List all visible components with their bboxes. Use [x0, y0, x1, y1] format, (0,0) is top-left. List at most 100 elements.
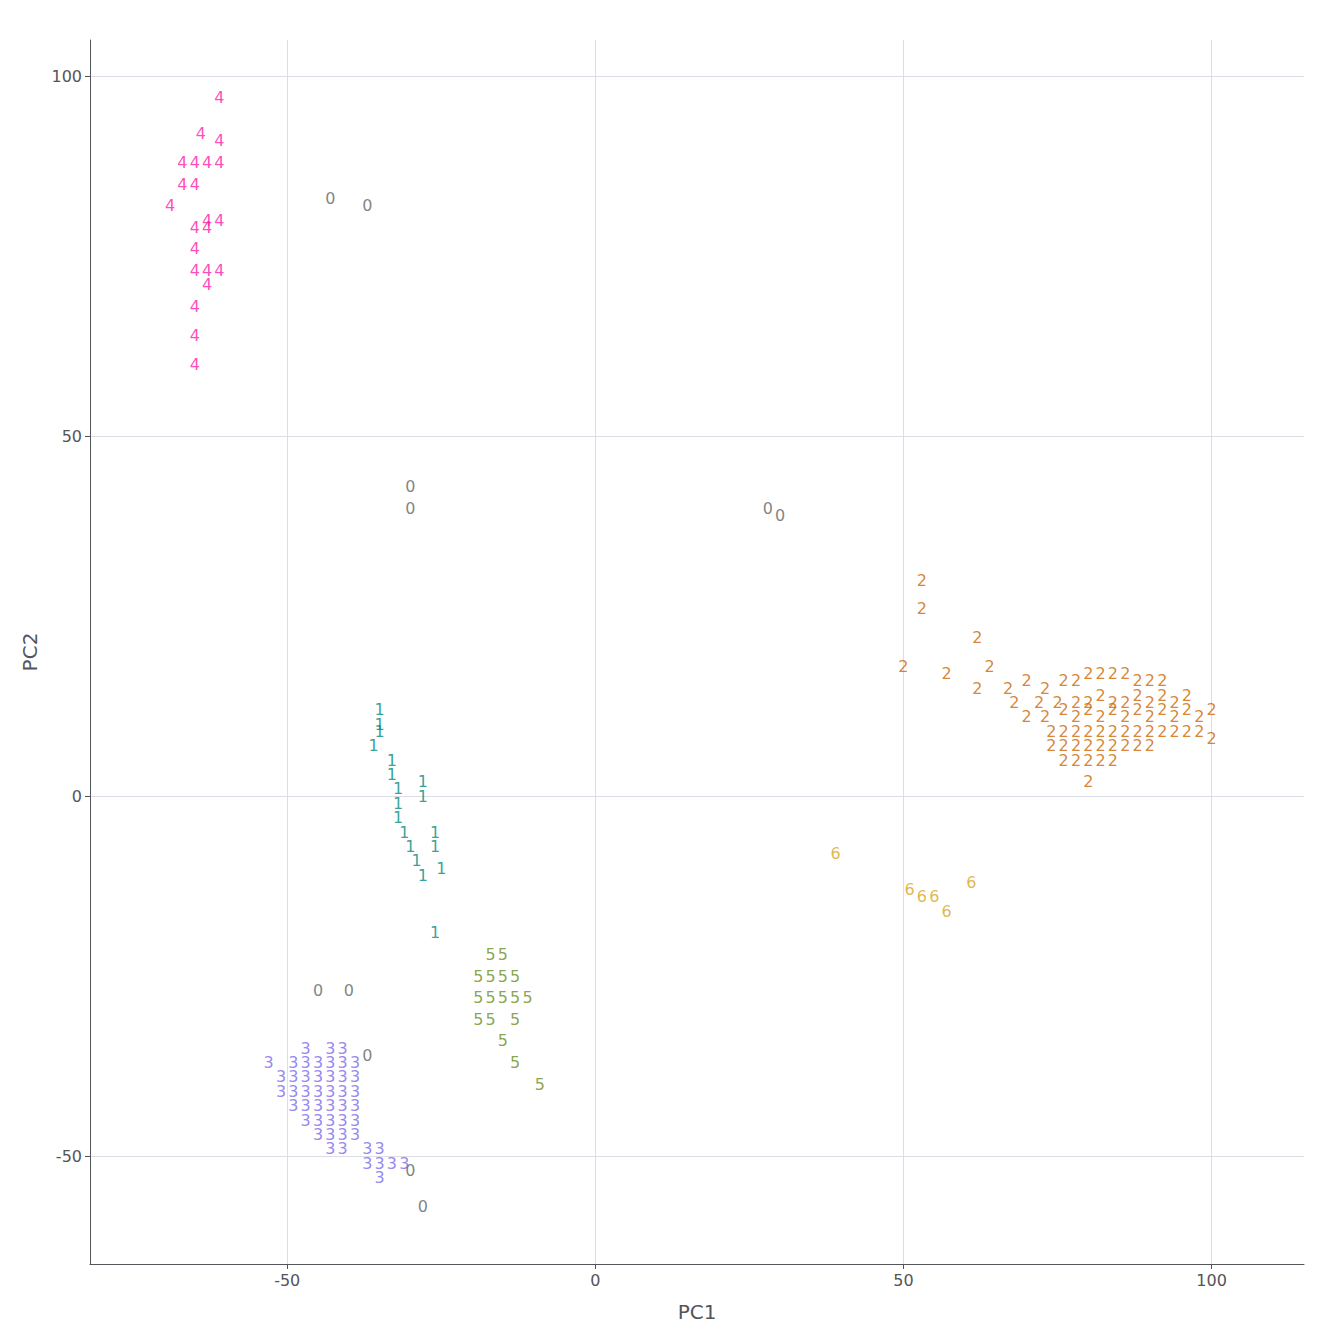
svg-text:2: 2 [1182, 722, 1192, 741]
svg-text:4: 4 [214, 131, 224, 150]
svg-text:3: 3 [264, 1053, 274, 1072]
svg-text:100: 100 [51, 67, 82, 86]
svg-text:2: 2 [917, 571, 927, 590]
svg-text:2: 2 [917, 599, 927, 618]
svg-text:3: 3 [325, 1139, 335, 1158]
svg-text:2: 2 [941, 664, 951, 683]
svg-text:5: 5 [498, 1031, 508, 1050]
svg-text:100: 100 [1196, 1271, 1227, 1290]
svg-text:4: 4 [190, 326, 200, 345]
svg-text:1: 1 [368, 736, 378, 755]
svg-text:2: 2 [1108, 751, 1118, 770]
svg-text:2: 2 [1083, 751, 1093, 770]
svg-text:2: 2 [1120, 664, 1130, 683]
svg-text:4: 4 [190, 239, 200, 258]
svg-text:2: 2 [1133, 736, 1143, 755]
svg-text:2: 2 [1194, 722, 1204, 741]
svg-text:3: 3 [362, 1154, 372, 1173]
svg-text:5: 5 [473, 967, 483, 986]
svg-text:4: 4 [190, 218, 200, 237]
svg-text:-50: -50 [56, 1147, 82, 1166]
svg-text:4: 4 [177, 153, 187, 172]
svg-text:4: 4 [190, 175, 200, 194]
svg-text:5: 5 [498, 967, 508, 986]
svg-text:2: 2 [972, 628, 982, 647]
svg-text:2: 2 [1096, 751, 1106, 770]
svg-text:6: 6 [905, 880, 915, 899]
svg-text:4: 4 [214, 88, 224, 107]
svg-text:3: 3 [301, 1111, 311, 1130]
svg-text:2: 2 [1071, 671, 1081, 690]
svg-text:2: 2 [1206, 729, 1216, 748]
svg-text:5: 5 [510, 1053, 520, 1072]
svg-text:0: 0 [775, 506, 785, 525]
svg-text:6: 6 [917, 887, 927, 906]
svg-text:4: 4 [177, 175, 187, 194]
svg-text:2: 2 [1145, 736, 1155, 755]
svg-text:4: 4 [214, 261, 224, 280]
svg-text:0: 0 [362, 1046, 372, 1065]
svg-text:2: 2 [1022, 707, 1032, 726]
svg-text:3: 3 [313, 1125, 323, 1144]
svg-text:4: 4 [190, 297, 200, 316]
svg-text:5: 5 [473, 988, 483, 1007]
svg-text:4: 4 [202, 275, 212, 294]
svg-text:0: 0 [72, 787, 82, 806]
svg-text:3: 3 [288, 1096, 298, 1115]
svg-text:0: 0 [313, 981, 323, 1000]
svg-text:5: 5 [498, 945, 508, 964]
svg-text:4: 4 [214, 211, 224, 230]
svg-text:4: 4 [190, 355, 200, 374]
svg-text:3: 3 [338, 1139, 348, 1158]
svg-text:1: 1 [430, 837, 440, 856]
svg-text:50: 50 [893, 1271, 913, 1290]
svg-text:2: 2 [1083, 700, 1093, 719]
svg-text:2: 2 [1009, 693, 1019, 712]
svg-text:2: 2 [1071, 751, 1081, 770]
svg-text:5: 5 [485, 988, 495, 1007]
svg-text:1: 1 [436, 859, 446, 878]
svg-text:2: 2 [1059, 751, 1069, 770]
svg-text:PC1: PC1 [678, 1300, 717, 1324]
svg-text:5: 5 [510, 1010, 520, 1029]
svg-text:5: 5 [510, 967, 520, 986]
svg-text:6: 6 [941, 902, 951, 921]
svg-text:2: 2 [1059, 671, 1069, 690]
svg-text:6: 6 [831, 844, 841, 863]
svg-text:2: 2 [1206, 700, 1216, 719]
svg-text:2: 2 [1157, 700, 1167, 719]
svg-text:4: 4 [214, 153, 224, 172]
svg-text:2: 2 [1120, 736, 1130, 755]
svg-text:2: 2 [1083, 772, 1093, 791]
svg-text:2: 2 [1157, 722, 1167, 741]
svg-text:4: 4 [190, 261, 200, 280]
svg-text:-50: -50 [274, 1271, 300, 1290]
svg-text:2: 2 [898, 657, 908, 676]
svg-text:5: 5 [485, 945, 495, 964]
svg-text:5: 5 [485, 1010, 495, 1029]
svg-text:6: 6 [929, 887, 939, 906]
svg-text:1: 1 [430, 923, 440, 942]
svg-text:2: 2 [1108, 700, 1118, 719]
svg-text:5: 5 [522, 988, 532, 1007]
svg-text:2: 2 [1169, 722, 1179, 741]
svg-text:5: 5 [498, 988, 508, 1007]
svg-text:2: 2 [1182, 700, 1192, 719]
svg-text:0: 0 [763, 499, 773, 518]
svg-text:0: 0 [325, 189, 335, 208]
svg-text:0: 0 [590, 1271, 600, 1290]
svg-text:2: 2 [1046, 736, 1056, 755]
svg-text:4: 4 [196, 124, 206, 143]
svg-text:1: 1 [418, 866, 428, 885]
svg-text:5: 5 [510, 988, 520, 1007]
svg-text:2: 2 [1022, 671, 1032, 690]
svg-text:2: 2 [1133, 700, 1143, 719]
svg-text:2: 2 [1083, 664, 1093, 683]
svg-text:6: 6 [966, 873, 976, 892]
svg-text:0: 0 [405, 477, 415, 496]
svg-text:3: 3 [276, 1082, 286, 1101]
svg-text:5: 5 [473, 1010, 483, 1029]
svg-text:2: 2 [1059, 700, 1069, 719]
svg-text:0: 0 [405, 499, 415, 518]
svg-text:5: 5 [535, 1075, 545, 1094]
